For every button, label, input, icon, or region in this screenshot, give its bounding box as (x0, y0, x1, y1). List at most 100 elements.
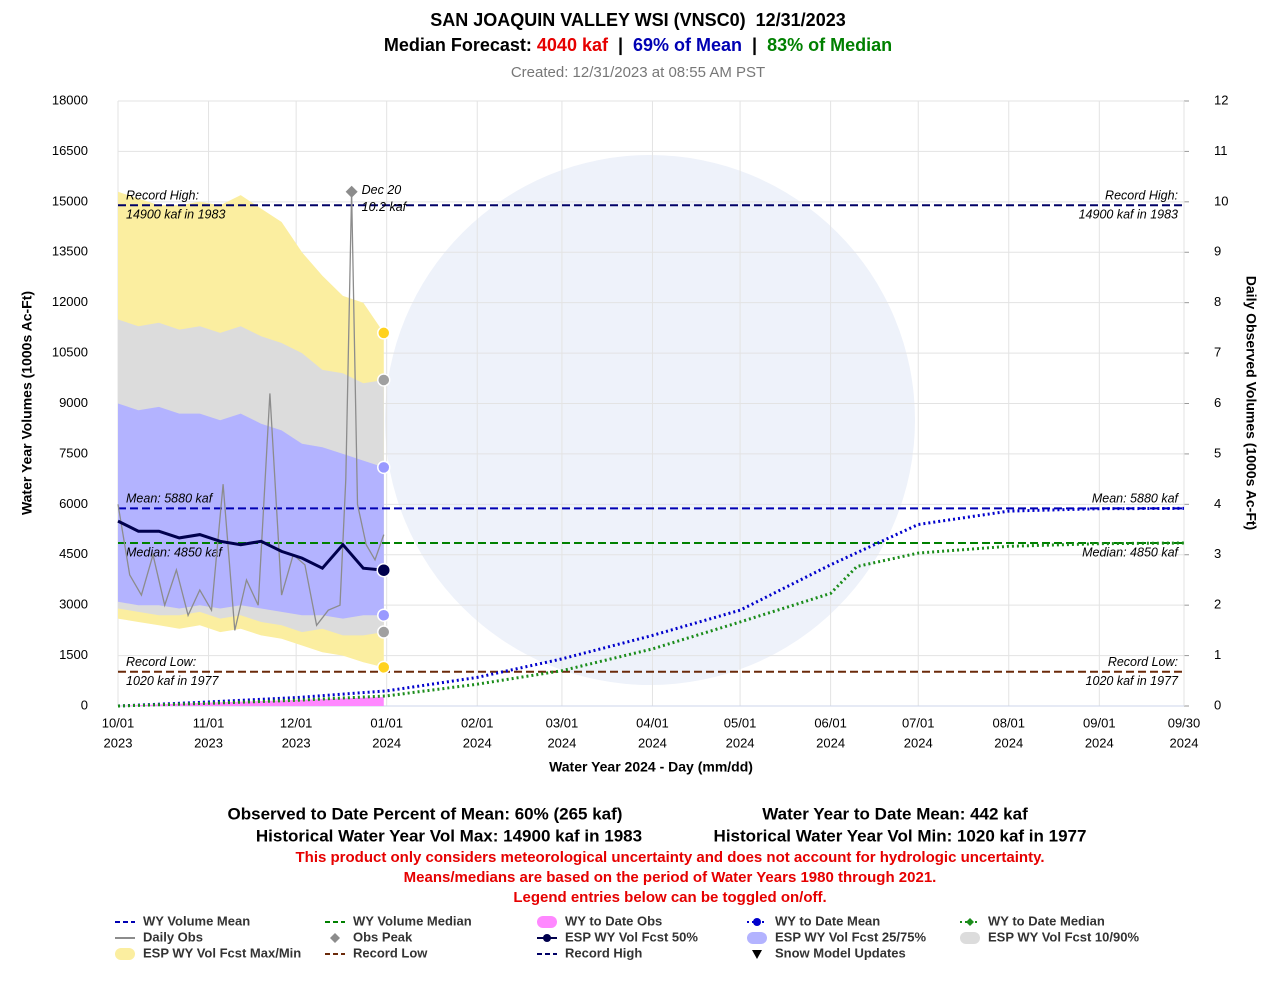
y2-tick-label: 5 (1214, 445, 1221, 460)
chart-title: SAN JOAQUIN VALLEY WSI (VNSC0) 12/31/202… (430, 10, 845, 30)
footer-stat: Historical Water Year Vol Min: 1020 kaf … (714, 826, 1087, 845)
legend-swatch (747, 932, 767, 944)
x-tick-label: 09/30 (1168, 715, 1201, 730)
y2-tick-label: 2 (1214, 597, 1221, 612)
y2-tick-label: 8 (1214, 294, 1221, 309)
subtitle-part: | (742, 35, 767, 55)
legend-label: WY to Date Obs (565, 913, 662, 928)
x-tick-label: 01/01 (370, 715, 403, 730)
x-tick-year: 2024 (638, 735, 667, 750)
x-tick-year: 2024 (547, 735, 576, 750)
reference-label: Record Low: (126, 655, 196, 669)
peak-label: Dec 20 (362, 183, 402, 197)
y-tick-label: 7500 (59, 445, 88, 460)
legend-item[interactable]: ESP WY Vol Fcst Max/Min (115, 945, 301, 960)
legend-item[interactable]: ESP WY Vol Fcst 10/90% (960, 929, 1139, 944)
legend-label: Snow Model Updates (775, 945, 906, 960)
legend-label: Obs Peak (353, 929, 413, 944)
subtitle-part: 4040 kaf (537, 35, 609, 55)
x-axis-label: Water Year 2024 - Day (mm/dd) (549, 759, 753, 775)
y-tick-label: 16500 (52, 143, 88, 158)
y2-tick-label: 6 (1214, 395, 1221, 410)
y-tick-label: 3000 (59, 597, 88, 612)
y-tick-label: 13500 (52, 244, 88, 259)
y2-tick-label: 1 (1214, 647, 1221, 662)
reference-label: 14900 kaf in 1983 (1079, 207, 1178, 221)
x-tick-label: 11/01 (193, 715, 225, 730)
legend-item[interactable]: ESP WY Vol Fcst 50% (537, 929, 698, 944)
x-tick-year: 2024 (1170, 735, 1199, 750)
reference-label: 1020 kaf in 1977 (1086, 674, 1179, 688)
footer-stat: Historical Water Year Vol Max: 14900 kaf… (256, 826, 642, 845)
y-tick-label: 4500 (59, 546, 88, 561)
legend-label: WY to Date Mean (775, 913, 880, 928)
y2-tick-label: 11 (1214, 143, 1228, 158)
subtitle-part: 83% of Median (767, 35, 892, 55)
forecast-end-dot (377, 660, 391, 675)
legend-item[interactable]: WY to Date Mean (747, 913, 880, 928)
legend-item[interactable]: Daily Obs (115, 929, 203, 944)
y-tick-label: 18000 (52, 92, 88, 107)
x-tick-year: 2023 (194, 735, 223, 750)
watermark (385, 155, 915, 685)
forecast-end-dot (377, 625, 391, 639)
x-tick-label: 02/01 (461, 715, 494, 730)
legend-marker (752, 950, 762, 959)
legend-item[interactable]: WY Volume Mean (115, 913, 250, 928)
x-tick-label: 06/01 (814, 715, 847, 730)
legend-swatch (115, 948, 135, 960)
y2-tick-label: 4 (1214, 496, 1221, 511)
forecast-end-dot (377, 326, 391, 340)
x-tick-year: 2023 (104, 735, 133, 750)
legend-swatch (960, 932, 980, 944)
legend-label: Record Low (353, 945, 428, 960)
legend-item[interactable]: WY to Date Obs (537, 913, 662, 928)
footer-stat: Observed to Date Percent of Mean: 60% (2… (228, 804, 623, 823)
series-line (117, 541, 1185, 708)
forecast-end-dot (376, 562, 392, 578)
legend-label: WY Volume Median (353, 913, 472, 928)
legend-item[interactable]: WY to Date Median (960, 913, 1105, 928)
x-tick-label: 10/01 (102, 715, 135, 730)
subtitle-part: | (608, 35, 633, 55)
x-tick-year: 2024 (1085, 735, 1114, 750)
x-tick-year: 2024 (463, 735, 492, 750)
forecast-end-dot (377, 460, 391, 475)
reference-label: Mean: 5880 kaf (126, 492, 214, 506)
legend-item[interactable]: WY Volume Median (325, 913, 472, 928)
legend-label: ESP WY Vol Fcst 10/90% (988, 929, 1139, 944)
reference-label: Record High: (126, 188, 199, 202)
y-tick-label: 15000 (52, 193, 88, 208)
y2-tick-label: 0 (1214, 697, 1221, 712)
legend-item[interactable]: Obs Peak (330, 929, 413, 944)
legend-item[interactable]: Record Low (325, 945, 428, 960)
y2-tick-label: 10 (1214, 193, 1228, 208)
x-tick-year: 2024 (816, 735, 845, 750)
y-tick-label: 10500 (52, 345, 88, 360)
y-tick-label: 6000 (59, 496, 88, 511)
y2-tick-label: 9 (1214, 244, 1221, 259)
y-tick-label: 1500 (59, 647, 88, 662)
legend-label: ESP WY Vol Fcst Max/Min (143, 945, 301, 960)
footer-note: This product only considers meteorologic… (296, 849, 1045, 866)
legend-label: Daily Obs (143, 929, 203, 944)
legend-item[interactable]: Snow Model Updates (752, 945, 906, 960)
x-tick-label: 09/01 (1083, 715, 1116, 730)
legend-item[interactable]: ESP WY Vol Fcst 25/75% (747, 929, 926, 944)
legend-label: Record High (565, 945, 642, 960)
reference-label: Median: 4850 kaf (1082, 545, 1179, 559)
x-tick-year: 2024 (726, 735, 755, 750)
created-note: Created: 12/31/2023 at 08:55 AM PST (511, 64, 765, 81)
legend-swatch (537, 916, 557, 928)
x-tick-label: 07/01 (902, 715, 935, 730)
legend-label: ESP WY Vol Fcst 25/75% (775, 929, 926, 944)
reference-label: Median: 4850 kaf (126, 545, 223, 559)
legend-label: ESP WY Vol Fcst 50% (565, 929, 698, 944)
peak-marker (345, 185, 358, 198)
x-tick-year: 2024 (372, 735, 401, 750)
peak-label: 10.2 kaf (362, 200, 408, 214)
legend-item[interactable]: Record High (537, 945, 642, 960)
x-tick-label: 08/01 (992, 715, 1025, 730)
reference-label: Record High: (1105, 188, 1178, 202)
